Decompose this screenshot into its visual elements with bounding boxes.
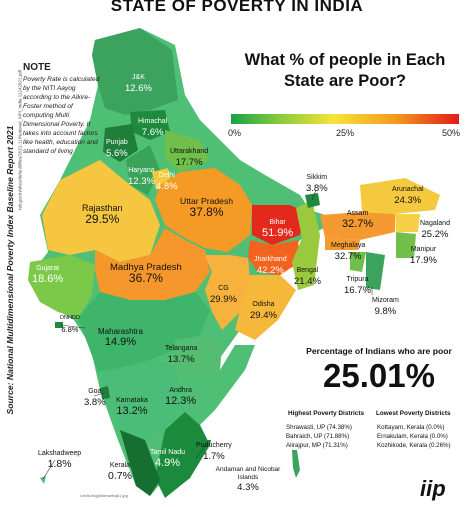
map-state-jharkhand	[248, 240, 300, 275]
state-label-jharkhand: Jharkhand 42.2%	[254, 256, 287, 276]
question-line-2: State are Poor?	[284, 72, 406, 90]
map-state-bihar	[252, 205, 305, 245]
highest-heading: Highest Poverty Districts	[288, 410, 365, 417]
map-state-odisha	[235, 275, 296, 340]
lowest-item-3: Kozhikode, Kerala (0.26%)	[377, 442, 451, 449]
map-state-meghalaya	[325, 238, 360, 250]
state-label-kerala: Kerala 0.7%	[108, 462, 132, 482]
state-label-manipur: Manipur 17.9%	[410, 246, 437, 266]
map-state-andhra	[185, 345, 255, 425]
map-state-haryana	[126, 145, 160, 195]
map-state-assam	[320, 212, 395, 240]
map-state-maharashtra	[78, 292, 210, 372]
question-heading: What % of people in Each State are Poor?	[225, 50, 465, 92]
map-state-bengal	[292, 200, 320, 290]
state-label-sikkim: Sikkim 3.8%	[306, 174, 328, 194]
state-label-tn: Tamil Nadu 4.9%	[150, 449, 186, 469]
page-title: STATE OF POVERTY IN INDIA	[110, 0, 364, 15]
map-state-rajasthan	[42, 160, 160, 262]
state-label-punjab: Punjab 5.6%	[106, 139, 128, 159]
map-state-cg	[205, 255, 250, 330]
highest-item-3: Alirajpur, MP (71.31%)	[286, 442, 348, 449]
state-label-andaman: Andaman and Nicobar Islands 4.3%	[215, 466, 281, 493]
map-state-mizoram	[366, 252, 385, 290]
state-label-uttarakhand: Uttarakhand 17.7%	[170, 148, 209, 168]
question-line-1: What % of people in Each	[244, 51, 446, 69]
state-label-puducherry: Puducherry 1.7%	[196, 442, 232, 462]
map-state-nagaland	[395, 214, 420, 232]
state-label-mizoram: Mizoram 9.8%	[372, 297, 399, 317]
state-label-andhra: Andhra 12.3%	[165, 387, 197, 407]
note-box: NOTE Poverty Rate is calculated by the N…	[23, 62, 101, 156]
map-dnhdd	[55, 322, 63, 328]
map-state-gujarat	[28, 255, 95, 318]
state-label-karnataka: Karnataka 13.2%	[116, 397, 148, 417]
map-state-telangana	[175, 335, 222, 378]
map-state-punjab	[103, 124, 138, 162]
map-puducherry	[206, 440, 211, 446]
map-state-sikkim	[305, 193, 320, 208]
state-label-maharashtra: Maharashtra 14.9%	[98, 327, 143, 348]
map-state-manipur	[396, 232, 416, 258]
map-state-up	[155, 168, 252, 252]
state-label-gujarat: Gujarat 18.6%	[32, 265, 64, 285]
state-label-cg: CG 29.9%	[210, 285, 237, 305]
legend-tick-50: 50%	[442, 128, 461, 138]
summary-label: Percentage of Indians who are poor	[306, 346, 452, 356]
state-label-dnhdd: DNHDD 6.8%	[60, 315, 80, 334]
map-state-arunachal	[360, 178, 440, 214]
state-label-odisha: Odisha 29.4%	[250, 301, 277, 321]
note-body: Poverty Rate is calculated by the NITI A…	[23, 76, 100, 155]
state-label-meghalaya: Meghalaya 32.7%	[331, 242, 366, 262]
map-state-karnataka	[98, 360, 185, 440]
leader-line-lakshadweep	[42, 459, 56, 480]
map-state-kerala	[120, 430, 160, 496]
state-label-bengal: Bengal 21.4%	[294, 267, 321, 287]
highest-item-1: Shrawasti, UP (74.38%)	[286, 424, 352, 431]
leader-line-puducherry	[195, 442, 209, 459]
legend-tick-25: 25%	[336, 128, 355, 138]
map-state-tn	[155, 412, 210, 498]
note-heading: NOTE	[23, 62, 51, 73]
state-label-jk: J&K 12.6%	[125, 74, 152, 94]
state-label-telangana: Telangana 13.7%	[165, 345, 198, 365]
map-andaman	[292, 450, 300, 478]
state-label-goa: Goa 3.8%	[84, 388, 106, 408]
state-label-up: Uttar Pradesh 37.8%	[180, 196, 234, 219]
legend-color-bar	[231, 114, 459, 124]
lowest-item-2: Ernakulam, Kerala (0.0%)	[377, 433, 448, 440]
state-label-arunachal: Arunachal 24.3%	[392, 186, 424, 206]
image-url: i.redd.it/qgt3nbnwibq61.jpg	[80, 493, 128, 498]
lowest-heading: Lowest Poverty Districts	[376, 410, 451, 417]
map-state-tripura	[350, 252, 366, 272]
summary-value: 25.01%	[323, 357, 435, 394]
map-state-goa	[100, 386, 110, 399]
state-label-delhi: Delhi 4.8%	[156, 172, 178, 192]
highest-item-2: Bahraich, UP (71.88%)	[286, 433, 350, 440]
state-label-tripura: Tripura 16.7%	[344, 276, 371, 296]
map-lakshadweep	[40, 476, 46, 484]
map-state-uttarakhand	[165, 130, 210, 172]
state-label-lakshadweep: Lakshadweep 1.8%	[38, 450, 82, 470]
legend-tick-0: 0%	[228, 128, 242, 138]
state-label-assam: Assam 32.7%	[342, 210, 374, 230]
state-label-mp: Madhya Pradesh 36.7%	[110, 262, 182, 285]
map-state-himachal	[130, 110, 170, 140]
leader-line-dnhdd	[59, 324, 86, 329]
leader-line-sikkim	[311, 189, 317, 201]
state-label-himachal: Himachal 7.6%	[138, 118, 168, 138]
state-label-nagaland: Nagaland 25.2%	[420, 220, 450, 240]
iip-logo: iip	[420, 476, 446, 501]
state-label-bihar: Bihar 51.9%	[262, 219, 294, 239]
lowest-item-1: Kottayam, Kerala (0.0%)	[377, 424, 445, 431]
state-label-rajasthan: Rajasthan 29.5%	[82, 203, 123, 226]
leader-line-goa	[93, 392, 105, 397]
map-state-mp	[95, 228, 210, 300]
state-label-haryana: Haryana 12.3%	[128, 167, 155, 187]
map-state-jk	[92, 28, 178, 115]
